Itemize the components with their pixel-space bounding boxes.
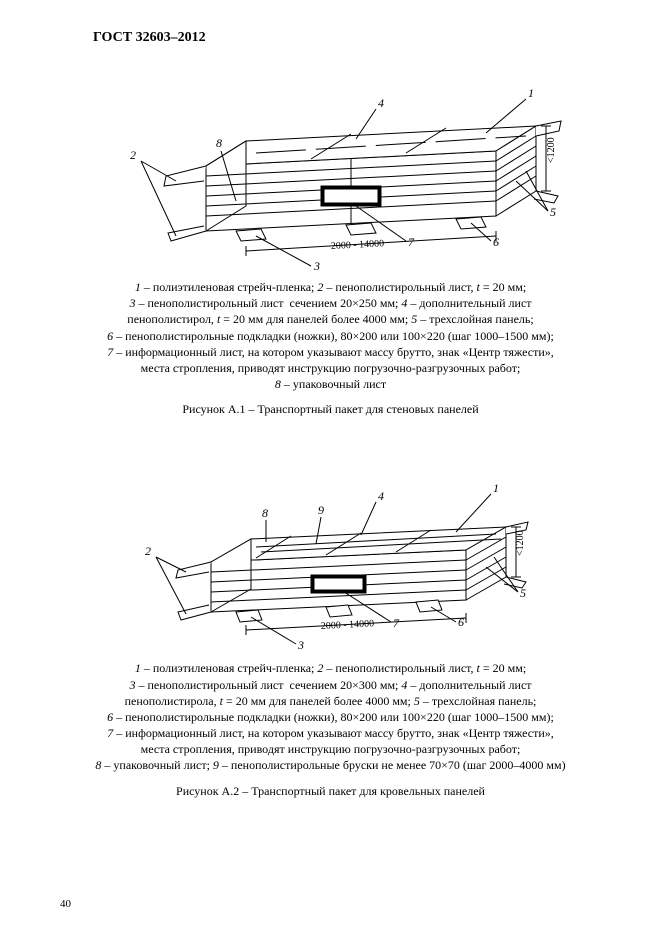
svg-text:6: 6 bbox=[458, 615, 464, 629]
legend-line: пенополистирола, t = 20 мм для панелей б… bbox=[50, 693, 611, 709]
figure-a1-diagram: 2000 - 14000 <1200 1 4 2 8 bbox=[96, 81, 566, 271]
svg-text:5: 5 bbox=[550, 205, 556, 219]
svg-text:3: 3 bbox=[297, 638, 304, 652]
figure-a2-diagram: 2000 - 14000 <1200 1 4 9 8 2 3 bbox=[116, 472, 546, 652]
legend-line: места стропления, приводят инструкцию по… bbox=[50, 360, 611, 376]
legend-line: 8 – упаковочный лист; 9 – пенополистирол… bbox=[50, 757, 611, 773]
svg-text:7: 7 bbox=[408, 235, 415, 249]
legend-line: 3 – пенополистирольный лист сечением 20×… bbox=[50, 677, 611, 693]
document-header: ГОСТ 32603–2012 bbox=[93, 30, 611, 46]
fig2-dim-length: 2000 - 14000 bbox=[320, 619, 374, 633]
legend-line: 7 – информационный лист, на котором указ… bbox=[50, 344, 611, 360]
legend-line: 1 – полиэтиленовая стрейч-пленка; 2 – пе… bbox=[50, 279, 611, 295]
fig1-dim-height: <1200 bbox=[546, 137, 557, 163]
legend-line: пенополистирол, t = 20 мм для панелей бо… bbox=[50, 311, 611, 327]
legend-line: 8 – упаковочный лист bbox=[50, 376, 611, 392]
figure-a1-block: 2000 - 14000 <1200 1 4 2 8 bbox=[50, 81, 611, 417]
figure-a1-caption: Рисунок А.1 – Транспортный пакет для сте… bbox=[50, 402, 611, 417]
legend-line: 6 – пенополистирольные подкладки (ножки)… bbox=[50, 709, 611, 725]
svg-text:1: 1 bbox=[493, 481, 499, 495]
figure-a1-legend: 1 – полиэтиленовая стрейч-пленка; 2 – пе… bbox=[50, 279, 611, 392]
svg-text:4: 4 bbox=[378, 489, 384, 503]
svg-text:2: 2 bbox=[145, 544, 151, 558]
svg-text:9: 9 bbox=[318, 503, 324, 517]
svg-text:3: 3 bbox=[313, 259, 320, 271]
figure-a2-block: 2000 - 14000 <1200 1 4 9 8 2 3 bbox=[50, 472, 611, 798]
page-number: 40 bbox=[60, 898, 71, 910]
svg-text:8: 8 bbox=[262, 506, 268, 520]
legend-line: 1 – полиэтиленовая стрейч-пленка; 2 – пе… bbox=[50, 660, 611, 676]
svg-text:6: 6 bbox=[493, 235, 499, 249]
legend-line: 7 – информационный лист, на котором указ… bbox=[50, 725, 611, 741]
legend-line: 3 – пенополистирольный лист сечением 20×… bbox=[50, 295, 611, 311]
svg-text:4: 4 bbox=[378, 96, 384, 110]
figure-a2-legend: 1 – полиэтиленовая стрейч-пленка; 2 – пе… bbox=[50, 660, 611, 773]
svg-text:5: 5 bbox=[520, 586, 526, 600]
figure-a2-caption: Рисунок А.2 – Транспортный пакет для кро… bbox=[50, 784, 611, 799]
legend-line: места стропления, приводят инструкцию по… bbox=[50, 741, 611, 757]
legend-line: 6 – пенополистирольные подкладки (ножки)… bbox=[50, 328, 611, 344]
fig2-dim-height: <1200 bbox=[515, 531, 526, 557]
svg-text:1: 1 bbox=[528, 86, 534, 100]
svg-text:8: 8 bbox=[216, 136, 222, 150]
svg-text:2: 2 bbox=[130, 148, 136, 162]
fig1-dim-length: 2000 - 14000 bbox=[330, 238, 384, 252]
svg-text:7: 7 bbox=[393, 616, 400, 630]
page: ГОСТ 32603–2012 bbox=[0, 0, 661, 935]
